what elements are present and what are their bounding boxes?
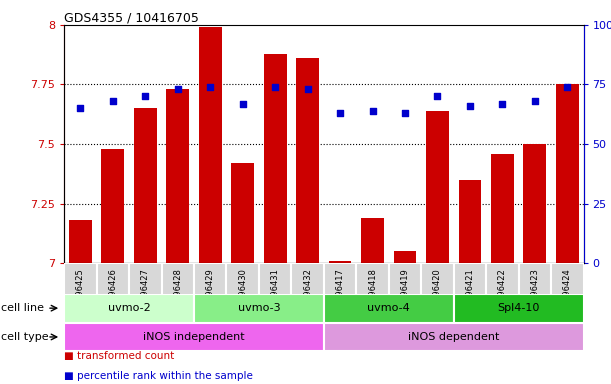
- Text: GSM796425: GSM796425: [76, 268, 85, 319]
- Point: [76, 105, 86, 111]
- Bar: [556, 84, 579, 263]
- Text: ■ percentile rank within the sample: ■ percentile rank within the sample: [64, 371, 253, 381]
- Text: GSM796424: GSM796424: [563, 268, 572, 319]
- Bar: [259, 263, 291, 324]
- Bar: [232, 163, 254, 263]
- Bar: [296, 58, 319, 263]
- Bar: [64, 323, 324, 351]
- Bar: [519, 263, 551, 324]
- Text: GSM796429: GSM796429: [206, 268, 214, 319]
- Bar: [194, 263, 227, 324]
- Point: [465, 103, 475, 109]
- Point: [270, 84, 280, 90]
- Bar: [194, 294, 324, 323]
- Point: [562, 84, 572, 90]
- Point: [173, 86, 183, 92]
- Text: cell line: cell line: [1, 303, 44, 313]
- Text: GSM796432: GSM796432: [303, 268, 312, 319]
- Bar: [453, 294, 584, 323]
- Point: [205, 84, 215, 90]
- Point: [238, 101, 247, 107]
- Bar: [69, 220, 92, 263]
- Text: GSM796421: GSM796421: [466, 268, 474, 319]
- Bar: [524, 144, 546, 263]
- Bar: [129, 263, 161, 324]
- Bar: [227, 263, 259, 324]
- Bar: [486, 263, 519, 324]
- Point: [497, 101, 507, 107]
- Text: iNOS dependent: iNOS dependent: [408, 332, 499, 342]
- Text: uvmo-4: uvmo-4: [367, 303, 410, 313]
- Text: GSM796431: GSM796431: [271, 268, 280, 319]
- Bar: [324, 294, 453, 323]
- Bar: [64, 294, 194, 323]
- Text: GDS4355 / 10416705: GDS4355 / 10416705: [64, 12, 199, 25]
- Text: uvmo-2: uvmo-2: [108, 303, 150, 313]
- Text: Spl4-10: Spl4-10: [497, 303, 540, 313]
- Bar: [324, 263, 356, 324]
- Text: GSM796418: GSM796418: [368, 268, 377, 319]
- Text: GSM796426: GSM796426: [108, 268, 117, 319]
- Text: ■ transformed count: ■ transformed count: [64, 351, 174, 361]
- Bar: [161, 263, 194, 324]
- Text: cell type: cell type: [1, 332, 49, 342]
- Text: GSM796419: GSM796419: [400, 268, 409, 319]
- Text: GSM796427: GSM796427: [141, 268, 150, 319]
- Bar: [264, 53, 287, 263]
- Text: uvmo-3: uvmo-3: [238, 303, 280, 313]
- Text: GSM796428: GSM796428: [174, 268, 182, 319]
- Text: GSM796423: GSM796423: [530, 268, 540, 319]
- Text: iNOS independent: iNOS independent: [143, 332, 245, 342]
- Text: GSM796430: GSM796430: [238, 268, 247, 319]
- Point: [141, 93, 150, 99]
- Bar: [199, 27, 222, 263]
- Bar: [426, 111, 449, 263]
- Bar: [453, 263, 486, 324]
- Bar: [329, 261, 351, 263]
- Bar: [324, 323, 584, 351]
- Bar: [134, 108, 156, 263]
- Bar: [491, 154, 514, 263]
- Text: GSM796417: GSM796417: [335, 268, 345, 319]
- Bar: [291, 263, 324, 324]
- Text: GSM796422: GSM796422: [498, 268, 507, 319]
- Point: [302, 86, 312, 92]
- Bar: [166, 89, 189, 263]
- Text: GSM796420: GSM796420: [433, 268, 442, 319]
- Bar: [421, 263, 453, 324]
- Bar: [64, 263, 97, 324]
- Bar: [361, 218, 384, 263]
- Point: [368, 108, 378, 114]
- Bar: [458, 180, 481, 263]
- Point: [400, 110, 410, 116]
- Point: [335, 110, 345, 116]
- Bar: [97, 263, 129, 324]
- Point: [433, 93, 442, 99]
- Point: [108, 98, 118, 104]
- Bar: [389, 263, 421, 324]
- Bar: [356, 263, 389, 324]
- Bar: [551, 263, 584, 324]
- Bar: [393, 251, 416, 263]
- Bar: [101, 149, 124, 263]
- Point: [530, 98, 540, 104]
